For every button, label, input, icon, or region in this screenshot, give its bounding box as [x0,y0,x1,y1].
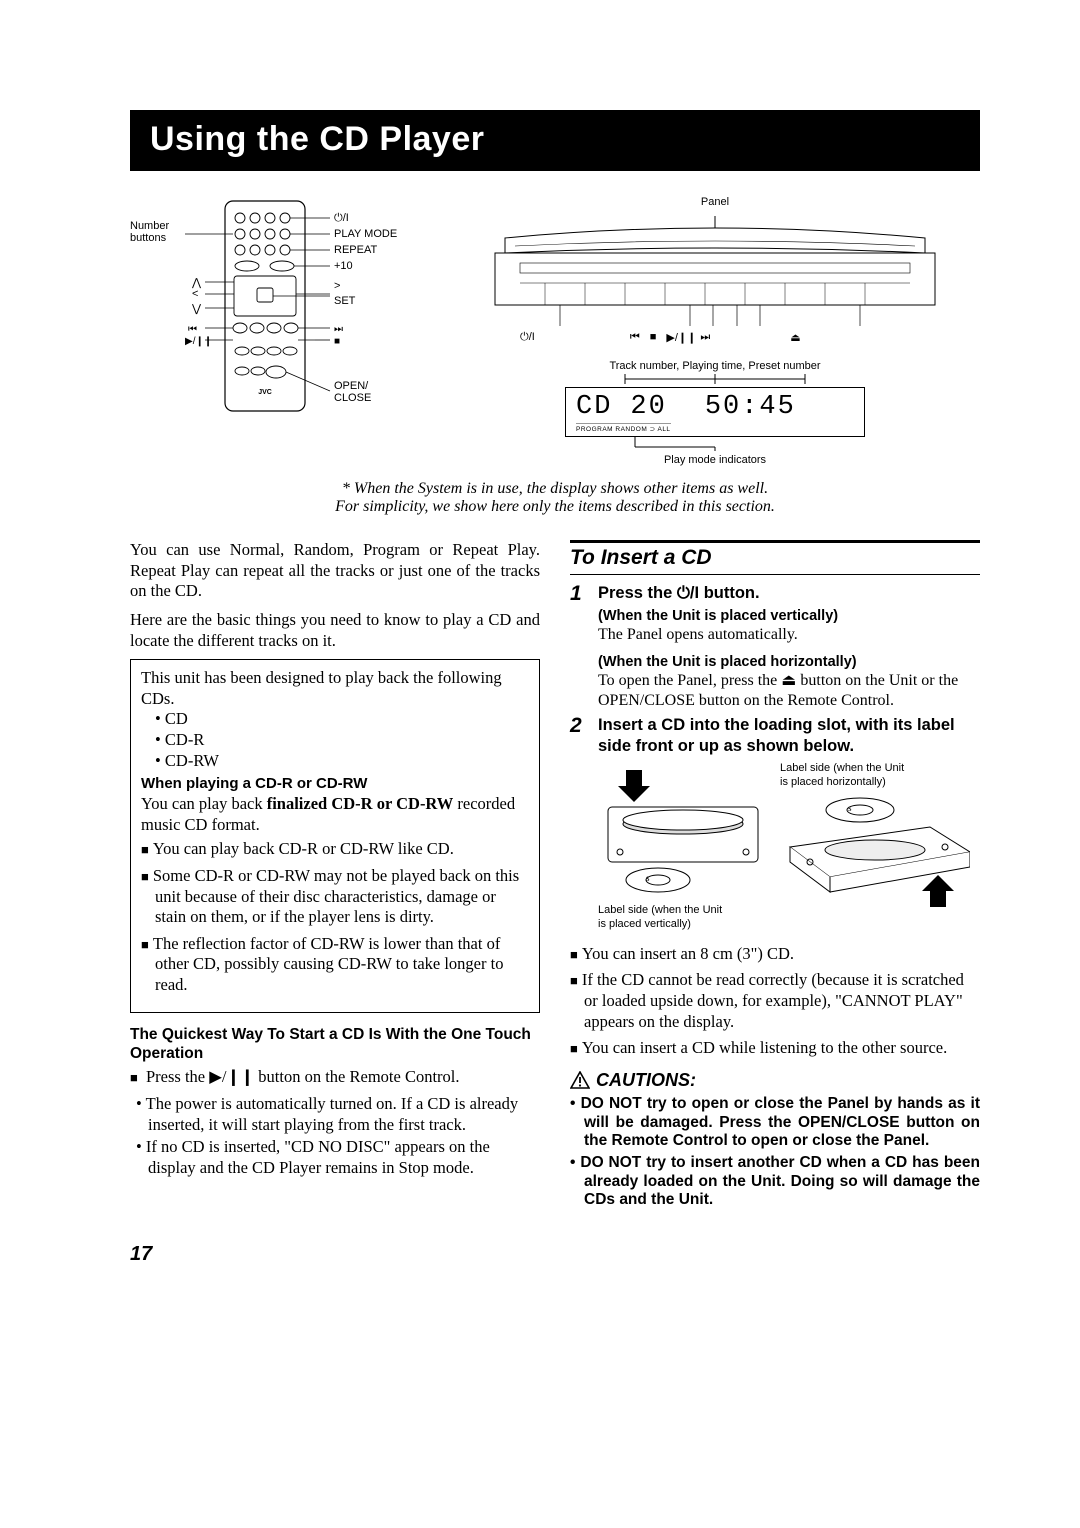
lcd-time: 50:45 [705,392,796,422]
lbl-playmode: PLAY MODE [334,228,397,240]
intro-p2: Here are the basic things you need to kn… [130,610,540,651]
panel-label: Panel [450,196,980,208]
cautions-list: DO NOT try to open or close the Panel by… [570,1095,980,1210]
lbl-power: ⏻/I [334,212,349,224]
fig-vertical: s Label side (when the Unit is placed ve… [598,762,768,931]
lbl-number-buttons: Numberbuttons [130,220,169,244]
svg-text:■: ■ [334,336,340,347]
svg-text:⏭: ⏭ [334,324,343,335]
play-pause-icon: ▶/❙❙ [209,1067,254,1086]
step-1: 1 Press the ⏻/I button. (When the Unit i… [570,583,980,711]
step-2: 2 Insert a CD into the loading slot, wit… [570,715,980,940]
lbl-plus10: +10 [334,260,353,272]
lbl-openclose: OPEN/CLOSE [334,380,371,404]
lbl-repeat: REPEAT [334,244,377,256]
svg-text:<: < [192,288,198,300]
lcd-track: 20 [630,392,666,422]
power-icon: ⏻/I [677,584,699,602]
caption: * When the System is in use, the display… [130,480,980,516]
remote-diagram: JVC [130,196,410,426]
lbl-set: SET [334,295,356,307]
panel-diagram: Panel [450,196,980,466]
insert-notes: You can insert an 8 cm (3") CD. If the C… [570,944,980,1059]
lcd-cd: CD [576,392,612,422]
eject-icon: ⏏ [781,672,796,689]
svg-text:JVC: JVC [258,389,272,396]
fig-horizontal: Label side (when the Unit is placed hori… [780,762,970,916]
svg-text:s: s [848,803,852,813]
cautions-head: CAUTIONS: [570,1069,980,1092]
page-number: 17 [130,1243,980,1266]
svg-text:⋁: ⋁ [191,303,202,315]
page-title: Using the CD Player [130,110,980,171]
warning-icon [570,1071,590,1089]
intro-p1: You can use Normal, Random, Program or R… [130,540,540,602]
right-column: To Insert a CD 1 Press the ⏻/I button. (… [570,540,980,1213]
svg-text:>: > [334,280,340,292]
quick-start-head: The Quickest Way To Start a CD Is With t… [130,1025,540,1064]
left-column: You can use Normal, Random, Program or R… [130,540,540,1213]
display-top-label: Track number, Playing time, Preset numbe… [450,360,980,372]
svg-text:▶/❙❙: ▶/❙❙ [185,336,212,347]
lcd-sub: PROGRAM RANDOM ⊃ ALL [576,423,671,433]
diagram-row: JVC [130,196,980,466]
disc-info-box: This unit has been designed to play back… [130,659,540,1013]
svg-text:s: s [646,873,650,883]
svg-text:⏮: ⏮ [188,324,197,335]
display-bottom-label: Play mode indicators [450,454,980,466]
section-insert-cd: To Insert a CD [570,540,980,575]
